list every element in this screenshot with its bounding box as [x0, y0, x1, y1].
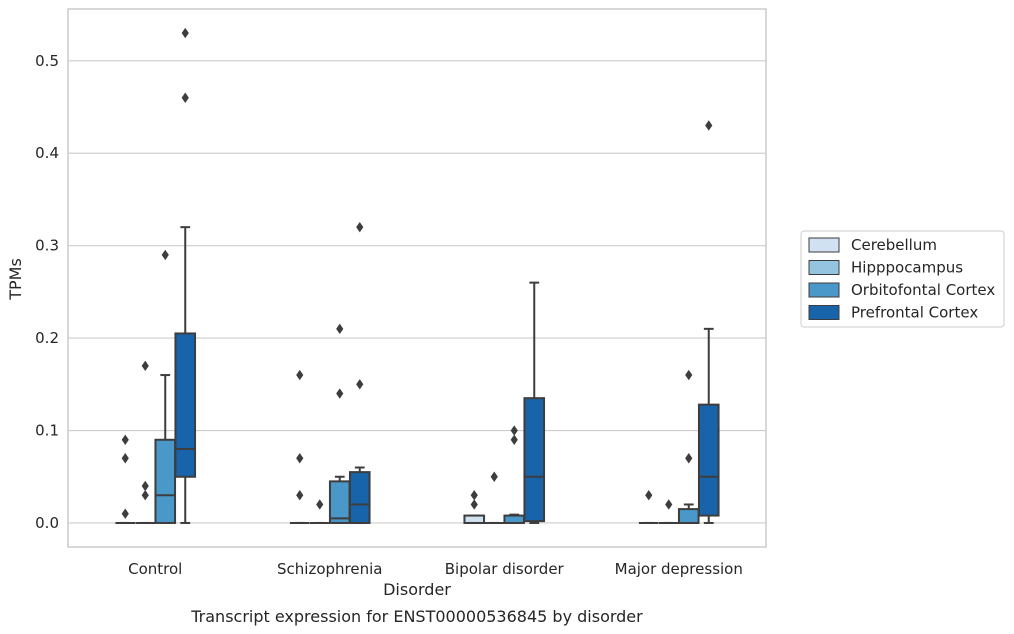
outlier-point [685, 369, 693, 381]
legend-box [800, 230, 1005, 328]
outlier-point [336, 323, 344, 335]
y-tick-label: 0.2 [35, 329, 59, 347]
legend-swatch [808, 237, 840, 253]
box-body [174, 332, 197, 478]
legend: Cerebellum Hipppocampus Orbitofontal Corte… [800, 230, 1005, 328]
outlier-point [121, 453, 129, 464]
outlier-point [141, 480, 149, 492]
box-body [697, 403, 720, 517]
outlier-point [181, 92, 189, 103]
figure-caption: Transcript expression for ENST0000053684… [190, 607, 643, 626]
legend-label: Hipppocampus [851, 259, 963, 277]
box-2-2 [503, 425, 526, 524]
box-body [348, 471, 371, 524]
box-3-1 [658, 499, 679, 524]
outlier-point [705, 120, 713, 131]
y-tick-label: 0.4 [35, 144, 59, 162]
plot-frame [67, 8, 767, 548]
y-tick-label: 0.0 [35, 514, 59, 532]
box-2-0 [463, 490, 486, 524]
outlier-point [316, 499, 324, 510]
outlier-point [510, 434, 518, 445]
outlier-point [510, 425, 518, 436]
box-1-2 [328, 323, 351, 524]
outlier-point [296, 453, 304, 464]
outlier-point [181, 27, 189, 39]
box-body [677, 508, 700, 524]
outlier-point [470, 490, 478, 501]
y-tick-label: 0.1 [35, 422, 59, 440]
outlier-point [141, 490, 149, 501]
box-0-0 [115, 434, 136, 524]
box-3-0 [638, 490, 659, 524]
x-tick-label: Schizophrenia [277, 560, 382, 578]
outlier-point [121, 508, 129, 519]
outlier-point [141, 360, 149, 372]
box-series [115, 27, 720, 524]
x-axis-label: Disorder [383, 580, 451, 599]
outlier-point [356, 379, 364, 390]
x-tick-label: Control [128, 560, 182, 578]
outlier-point [336, 388, 344, 399]
legend-label: Prefrontal Cortex [851, 304, 978, 322]
x-tick-label: Bipolar disorder [445, 560, 565, 578]
outlier-point [296, 490, 304, 501]
legend-swatch [808, 260, 840, 275]
y-axis-label: TPMs [6, 258, 25, 301]
box-body [328, 480, 351, 524]
legend-swatch [808, 282, 840, 298]
axes: 0.0 0.1 0.2 0.3 0.4 0.5 Control Schizophrenia Bi… [35, 52, 743, 578]
box-2-1 [484, 471, 505, 524]
x-tick-label: Major depression [615, 560, 743, 578]
box-0-1 [135, 360, 156, 524]
box-body [503, 514, 526, 524]
box-body [523, 397, 546, 523]
box-body [463, 514, 486, 524]
box-3-3 [697, 120, 720, 524]
box-1-3 [348, 221, 371, 524]
outlier-point [645, 490, 653, 501]
outlier-point [121, 434, 129, 445]
box-body [154, 438, 177, 524]
outlier-point [685, 453, 693, 464]
legend-swatch [808, 305, 840, 320]
plot-border [67, 8, 767, 548]
box-3-2 [677, 369, 700, 524]
outlier-point [296, 369, 304, 381]
box-1-0 [289, 369, 310, 524]
outlier-point [356, 221, 364, 233]
y-tick-label: 0.3 [35, 237, 59, 255]
box-0-2 [154, 249, 177, 524]
box-0-3 [174, 27, 197, 524]
y-tick-label: 0.5 [35, 52, 59, 70]
outlier-point [470, 499, 478, 510]
outlier-point [665, 499, 673, 510]
legend-label: Cerebellum [851, 236, 937, 254]
outlier-point [490, 471, 498, 482]
box-1-1 [309, 499, 330, 524]
box-2-3 [523, 281, 546, 524]
outlier-point [161, 249, 169, 261]
legend-label: Orbitofontal Cortex [851, 281, 995, 299]
